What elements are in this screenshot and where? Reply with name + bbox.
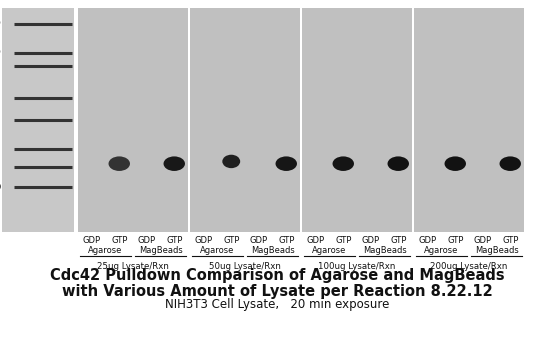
Text: MagBeads: MagBeads [251, 246, 294, 255]
Text: 50ug Lysate/Rxn: 50ug Lysate/Rxn [209, 262, 281, 271]
Text: GTP: GTP [502, 236, 518, 245]
Text: 200ug Lysate/Rxn: 200ug Lysate/Rxn [430, 262, 508, 271]
Text: Cdc42 Pulldown Comparison of Agarose and MagBeads: Cdc42 Pulldown Comparison of Agarose and… [50, 268, 504, 283]
Bar [2, 8, 74, 232]
Text: GDP: GDP [250, 236, 268, 245]
Bar [190, 8, 300, 232]
Text: GTP: GTP [278, 236, 295, 245]
Text: NIH3T3 Cell Lysate,   20 min exposure: NIH3T3 Cell Lysate, 20 min exposure [165, 298, 389, 311]
Text: GDP: GDP [195, 236, 213, 245]
Bar [78, 8, 188, 232]
Text: 75KD: 75KD [0, 62, 1, 71]
Text: GTP: GTP [390, 236, 406, 245]
Text: Agarose: Agarose [88, 246, 123, 255]
Ellipse shape [223, 155, 240, 168]
Ellipse shape [332, 156, 354, 171]
Ellipse shape [387, 156, 409, 171]
Text: 15KD: 15KD [0, 183, 1, 192]
Ellipse shape [275, 156, 297, 171]
Ellipse shape [500, 156, 521, 171]
Text: GDP: GDP [418, 236, 437, 245]
Text: 25KD: 25KD [0, 145, 1, 154]
Bar [302, 8, 412, 232]
Text: 100ug Lysate/Rxn: 100ug Lysate/Rxn [319, 262, 396, 271]
Text: 100KD: 100KD [0, 48, 1, 57]
Text: GDP: GDP [473, 236, 492, 245]
Text: 50KD: 50KD [0, 93, 1, 102]
Ellipse shape [109, 156, 130, 171]
Text: GDP: GDP [83, 236, 101, 245]
Text: GTP: GTP [335, 236, 351, 245]
Text: 25ug Lysate/Rxn: 25ug Lysate/Rxn [97, 262, 169, 271]
Text: GTP: GTP [223, 236, 239, 245]
Text: 150KD: 150KD [0, 19, 1, 28]
Text: Agarose: Agarose [425, 246, 458, 255]
Text: MagBeads: MagBeads [475, 246, 518, 255]
Text: GTP: GTP [447, 236, 463, 245]
Text: GDP: GDP [307, 236, 325, 245]
Ellipse shape [445, 156, 466, 171]
Text: GTP: GTP [166, 236, 183, 245]
Text: Agarose: Agarose [312, 246, 347, 255]
Text: GDP: GDP [138, 236, 156, 245]
Bar [414, 8, 524, 232]
Text: with Various Amount of Lysate per Reaction 8.22.12: with Various Amount of Lysate per Reacti… [62, 284, 492, 299]
Text: MagBeads: MagBeads [362, 246, 406, 255]
Text: 37KD: 37KD [0, 116, 1, 125]
Text: GTP: GTP [111, 236, 128, 245]
Text: 20KD: 20KD [0, 163, 1, 172]
Text: Agarose: Agarose [200, 246, 235, 255]
Text: MagBeads: MagBeads [139, 246, 183, 255]
Ellipse shape [164, 156, 185, 171]
Text: GDP: GDP [362, 236, 380, 245]
